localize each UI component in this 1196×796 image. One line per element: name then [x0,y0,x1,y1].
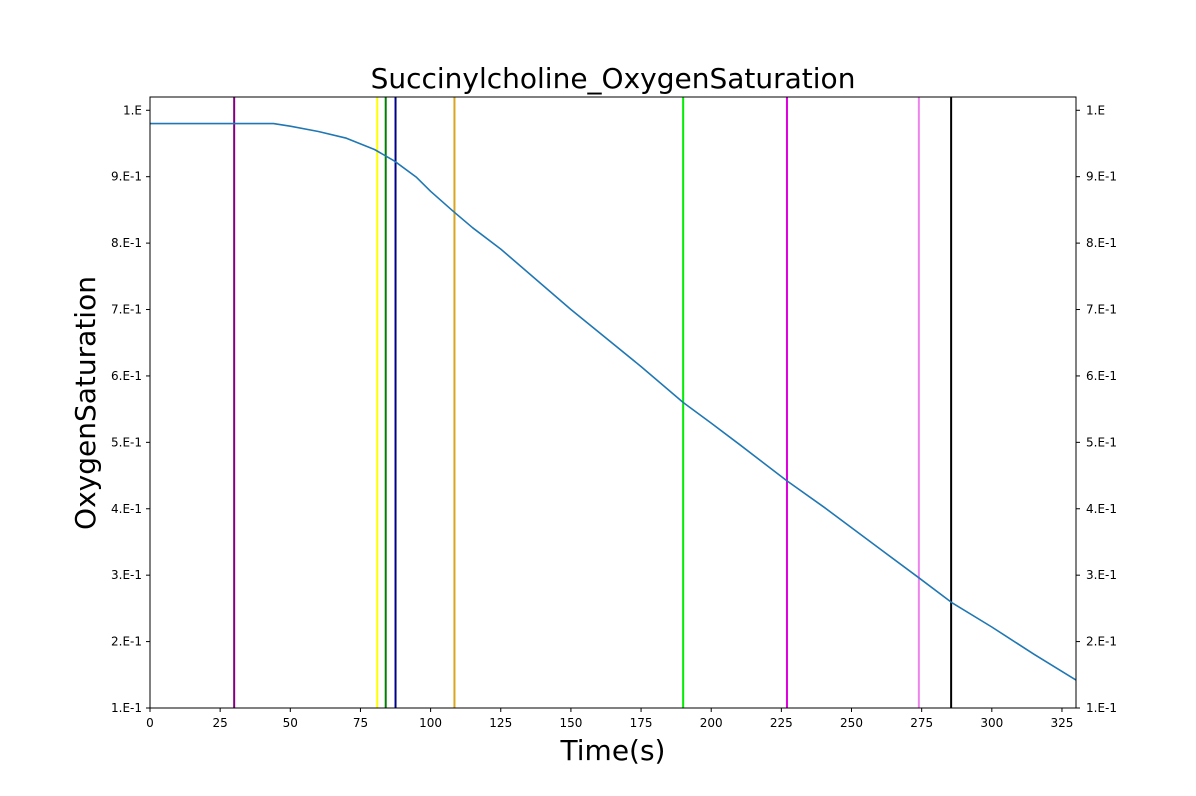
y-tick-label-right: 2.E-1 [1086,635,1117,649]
y-tick-label-right: 8.E-1 [1086,236,1117,250]
x-axis-label: Time(s) [560,734,666,767]
series-line-0 [150,122,1077,681]
y-tick-label-right: 7.E-1 [1086,303,1117,317]
x-tick-label: 150 [559,716,582,730]
y-tick-label-left: 6.E-1 [111,369,142,383]
x-tick-label: 275 [910,716,933,730]
y-tick-label-left: 8.E-1 [111,236,142,250]
chart-title: Succinylcholine_OxygenSaturation [371,62,856,95]
plot-area: 0 25 50 75 100 125 150 175 200 225 250 275 300 325 1.E… [111,96,1117,730]
x-tick-label: 100 [419,716,442,730]
x-tick-label: 175 [630,716,653,730]
x-tick-label: 250 [840,716,863,730]
y-tick-label-right: 1.E [1086,103,1105,117]
y-tick-label-left: 3.E-1 [111,568,142,582]
y-tick-label-right: 9.E-1 [1086,170,1117,184]
y-tick-label-right: 5.E-1 [1086,435,1117,449]
x-tick-label: 325 [1051,716,1074,730]
y-axis-label: OxygenSaturation [69,276,102,530]
y-tick-label-left: 7.E-1 [111,303,142,317]
y-tick-label-right: 3.E-1 [1086,568,1117,582]
x-tick-label: 75 [353,716,368,730]
x-tick-label: 300 [980,716,1003,730]
y-tick-label-right: 6.E-1 [1086,369,1117,383]
y-tick-label-right: 4.E-1 [1086,502,1117,516]
y-tick-label-left: 4.E-1 [111,502,142,516]
x-tick-label: 25 [213,716,228,730]
y-tick-label-left: 5.E-1 [111,435,142,449]
y-tick-label-left: 1.E-1 [111,701,142,715]
plot-frame [149,96,1077,709]
y-tick-label-left: 1.E [123,103,142,117]
y-tick-label-left: 9.E-1 [111,170,142,184]
x-tick-label: 200 [700,716,723,730]
x-tick-label: 0 [146,716,154,730]
y-tick-label-right: 1.E-1 [1086,701,1117,715]
x-tick-label: 50 [283,716,298,730]
x-tick-label: 125 [489,716,512,730]
y-tick-label-left: 2.E-1 [111,635,142,649]
x-tick-label: 225 [770,716,793,730]
